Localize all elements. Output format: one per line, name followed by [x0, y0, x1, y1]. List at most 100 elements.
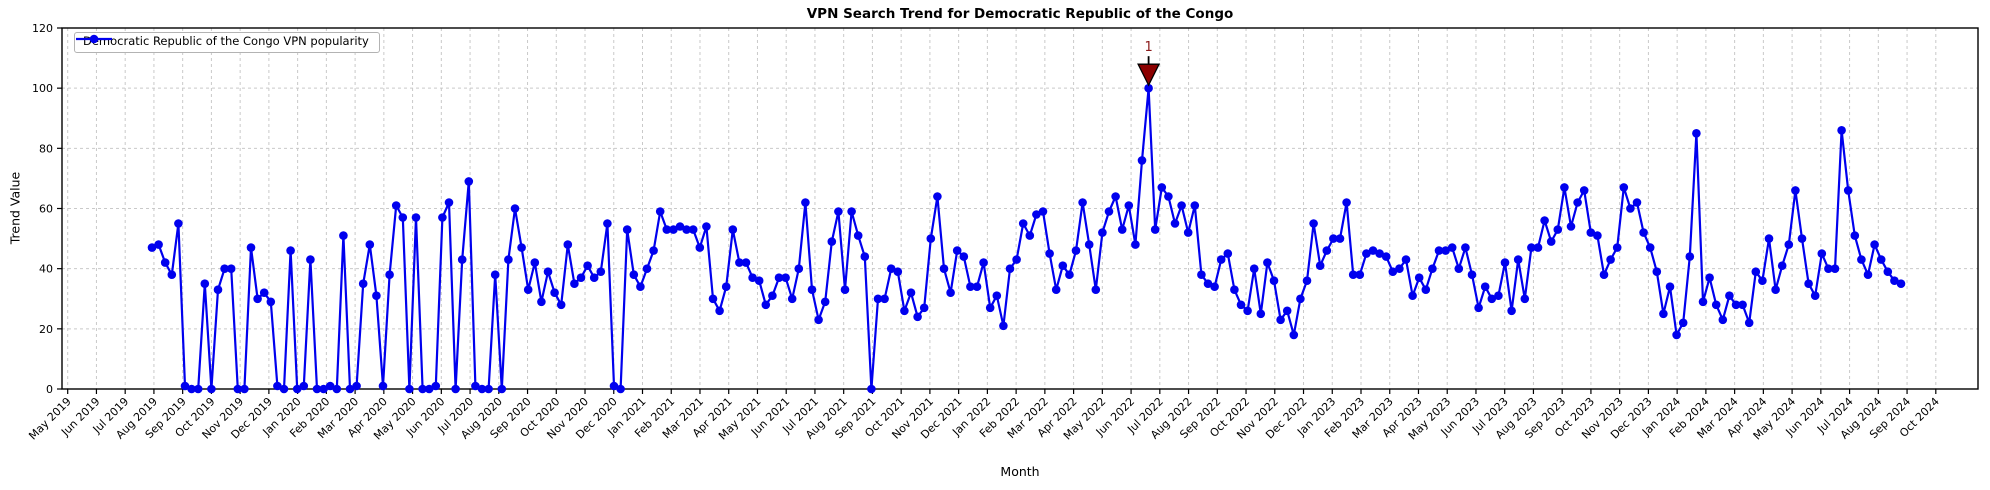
data-point-marker	[1487, 294, 1497, 304]
data-point-marker	[444, 198, 454, 207]
data-point-marker	[1850, 231, 1860, 240]
data-point-marker	[306, 255, 315, 264]
data-point-marker	[1065, 270, 1074, 280]
data-point-marker	[952, 246, 962, 255]
data-point-marker	[735, 258, 744, 267]
data-point-marker	[1804, 279, 1813, 289]
data-point-marker	[1672, 330, 1681, 340]
y-tick-label: 100	[32, 82, 53, 95]
data-point-marker	[1269, 276, 1279, 286]
data-point-marker	[1837, 126, 1846, 135]
data-point-marker	[570, 279, 579, 289]
data-point-marker	[1018, 219, 1028, 228]
data-point-marker	[1342, 198, 1351, 207]
data-point-marker	[1051, 285, 1061, 295]
data-point-marker	[556, 300, 566, 310]
data-point-marker	[1599, 270, 1609, 280]
data-point-marker	[1619, 183, 1629, 192]
data-point-marker	[1012, 255, 1021, 264]
data-point-marker	[279, 384, 289, 394]
data-point-marker	[946, 288, 955, 298]
data-point-marker	[1579, 186, 1589, 195]
annotation-peak-triangle-icon	[1137, 63, 1161, 87]
data-point-marker	[1263, 258, 1272, 267]
data-point-marker	[649, 246, 658, 255]
data-point-marker	[1560, 183, 1569, 192]
data-point-marker	[1408, 291, 1417, 301]
plot-border	[61, 27, 1979, 390]
data-point-marker	[339, 231, 348, 240]
data-point-marker	[537, 297, 546, 307]
data-point-marker	[979, 258, 988, 267]
data-point-marker	[754, 276, 764, 286]
data-point-marker	[319, 384, 328, 394]
data-point-marker	[966, 282, 975, 292]
data-point-marker	[1243, 306, 1252, 316]
data-point-marker	[497, 384, 507, 394]
data-point-marker	[1751, 267, 1761, 277]
data-point-marker	[1111, 192, 1120, 201]
data-point-marker	[1843, 186, 1853, 195]
data-point-marker	[358, 279, 368, 289]
data-point-marker	[1157, 183, 1167, 192]
data-point-marker	[1718, 315, 1728, 325]
data-point-marker	[1540, 216, 1549, 225]
data-point-marker	[1639, 228, 1648, 237]
data-point-marker	[1725, 291, 1734, 301]
data-point-marker	[1335, 234, 1345, 243]
data-point-marker	[299, 381, 309, 391]
data-point-marker	[655, 207, 665, 216]
data-point-marker	[1078, 198, 1087, 207]
data-point-marker	[1678, 318, 1688, 328]
data-point-marker	[207, 384, 216, 394]
y-tick-label: 60	[39, 203, 53, 216]
data-point-marker	[1381, 252, 1391, 261]
data-point-marker	[1738, 300, 1747, 310]
data-point-marker	[1606, 255, 1615, 264]
data-point-marker	[352, 381, 361, 391]
data-point-marker	[913, 312, 922, 322]
data-point-marker	[768, 291, 777, 301]
data-point-marker	[1164, 192, 1173, 201]
data-point-marker	[1197, 270, 1206, 280]
data-point-marker	[530, 258, 540, 267]
data-point-marker	[220, 264, 229, 274]
data-point-marker	[1500, 258, 1510, 267]
data-point-marker	[1362, 249, 1371, 258]
data-point-marker	[1546, 237, 1556, 246]
data-point-marker	[543, 267, 553, 277]
data-point-marker	[728, 225, 738, 234]
data-point-marker	[1045, 249, 1054, 258]
data-point-marker	[992, 291, 1002, 301]
data-point-marker	[1533, 243, 1543, 252]
data-point-marker	[1645, 243, 1655, 252]
data-point-marker	[1731, 300, 1741, 310]
data-point-marker	[1005, 264, 1015, 274]
data-point-marker	[1791, 186, 1800, 195]
data-point-marker	[1329, 234, 1338, 243]
y-tick-label: 0	[46, 383, 53, 396]
data-point-marker	[1084, 240, 1094, 249]
trend-line	[150, 87, 1903, 391]
data-point-marker	[695, 243, 705, 252]
data-point-marker	[972, 282, 982, 292]
data-point-marker	[226, 264, 236, 274]
data-point-marker	[1705, 273, 1714, 283]
data-point-marker	[154, 240, 163, 249]
data-point-marker	[827, 237, 837, 246]
data-point-marker	[1553, 225, 1563, 234]
data-point-marker	[1038, 207, 1048, 216]
data-point-marker	[292, 384, 302, 394]
legend-line-marker-icon	[76, 34, 112, 44]
y-tick-label: 80	[39, 142, 53, 155]
data-point-marker	[1098, 228, 1107, 237]
data-point-marker	[365, 240, 375, 249]
data-point-marker	[1711, 300, 1721, 310]
data-point-marker	[1289, 330, 1299, 340]
data-point-marker	[424, 384, 434, 394]
data-point-marker	[1296, 294, 1305, 304]
data-point-marker	[774, 273, 784, 283]
data-point-marker	[1395, 264, 1404, 274]
data-point-marker	[1025, 231, 1035, 240]
